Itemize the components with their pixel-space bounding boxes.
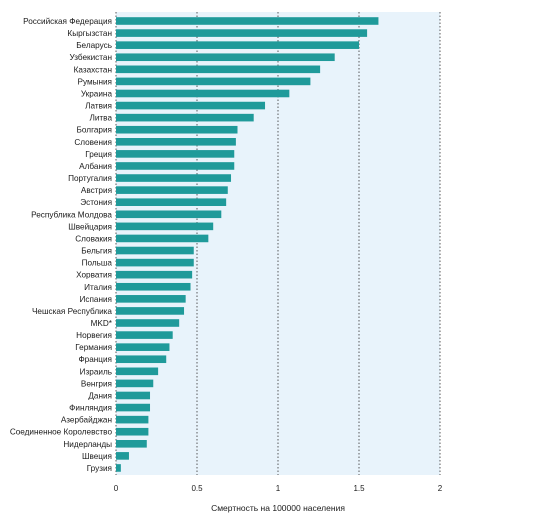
bar [116, 403, 151, 412]
bar [116, 17, 379, 25]
category-label: Испания [80, 295, 113, 304]
bar [116, 246, 194, 255]
category-label: Казахстан [74, 65, 112, 74]
bar [116, 331, 173, 339]
bars [116, 17, 379, 472]
bar [116, 355, 167, 364]
category-labels: Российская Федерация Кыргызстан Беларусь Уз… [10, 17, 113, 473]
category-label: Соединенное Королевство [10, 428, 113, 437]
category-label: Хорватия [76, 271, 112, 280]
category-label: Нидерланды [63, 440, 112, 449]
category-label: Украина [81, 89, 113, 98]
category-label: Грузия [87, 464, 112, 473]
x-axis-title: Смертность на 100000 населения [211, 503, 345, 513]
category-label: Эстония [80, 198, 112, 207]
category-label: Италия [84, 283, 112, 292]
category-label: Албания [79, 162, 112, 171]
category-label: Азербайджан [61, 416, 112, 425]
category-label: Беларусь [76, 41, 112, 50]
category-label: Кыргызстан [67, 29, 112, 38]
category-label: MKD* [91, 319, 113, 328]
bar [116, 367, 159, 376]
bar [116, 89, 290, 98]
category-label: Румыния [77, 77, 112, 86]
bar [116, 138, 236, 146]
category-label: Португалия [68, 174, 112, 183]
category-label: Греция [85, 150, 112, 159]
bar [116, 150, 235, 158]
x-tick-label: 2 [438, 484, 443, 493]
bar [116, 379, 154, 388]
category-label: Швейцария [68, 222, 112, 231]
x-tick-label: 0.5 [191, 484, 203, 493]
category-label: Литва [89, 114, 112, 123]
category-label: Австрия [81, 186, 112, 195]
x-tick-label: 1.5 [353, 484, 365, 493]
bar [116, 343, 170, 351]
category-label: Бельгия [81, 247, 112, 256]
bar [116, 210, 222, 219]
bar [116, 452, 129, 460]
bar [116, 41, 359, 49]
category-label: Узбекистан [69, 53, 112, 62]
category-label: Франция [78, 355, 112, 364]
category-label: Швеция [82, 452, 112, 461]
bar [116, 258, 194, 267]
bar [116, 440, 147, 448]
bar [116, 53, 335, 62]
bar [116, 295, 186, 303]
bar [116, 162, 235, 170]
x-tick-labels: 0 0.5 1 1.5 2 [114, 484, 443, 493]
bar [116, 186, 228, 194]
category-label: Израиль [80, 367, 112, 376]
category-label: Венгрия [81, 379, 112, 388]
category-label: Словения [74, 138, 112, 147]
category-label: Болгария [77, 126, 112, 135]
category-label: Дания [88, 391, 112, 400]
category-label: Чешская Республика [32, 307, 112, 316]
bar [116, 77, 311, 86]
bar [116, 270, 193, 279]
category-label: Российская Федерация [23, 17, 112, 26]
bar [116, 282, 191, 291]
bar [116, 125, 238, 134]
bar [116, 427, 149, 436]
bar [116, 391, 151, 400]
category-label: Словакия [75, 234, 112, 243]
bar [116, 198, 227, 206]
x-tick-label: 1 [276, 484, 281, 493]
bar [116, 101, 266, 110]
category-label: Республика Молдова [31, 210, 112, 219]
bar [116, 65, 321, 74]
bar [116, 464, 121, 472]
x-tick-label: 0 [114, 484, 119, 493]
category-label: Польша [82, 259, 113, 268]
bar [116, 234, 209, 243]
bar [116, 113, 254, 122]
category-label: Норвегия [76, 331, 112, 340]
bar [116, 222, 214, 231]
bar [116, 415, 149, 424]
category-label: Германия [75, 343, 112, 352]
category-label: Финляндия [69, 404, 112, 413]
bar [116, 29, 368, 37]
bar [116, 319, 180, 327]
bar [116, 307, 185, 315]
category-label: Латвия [85, 102, 112, 111]
bar [116, 174, 232, 182]
